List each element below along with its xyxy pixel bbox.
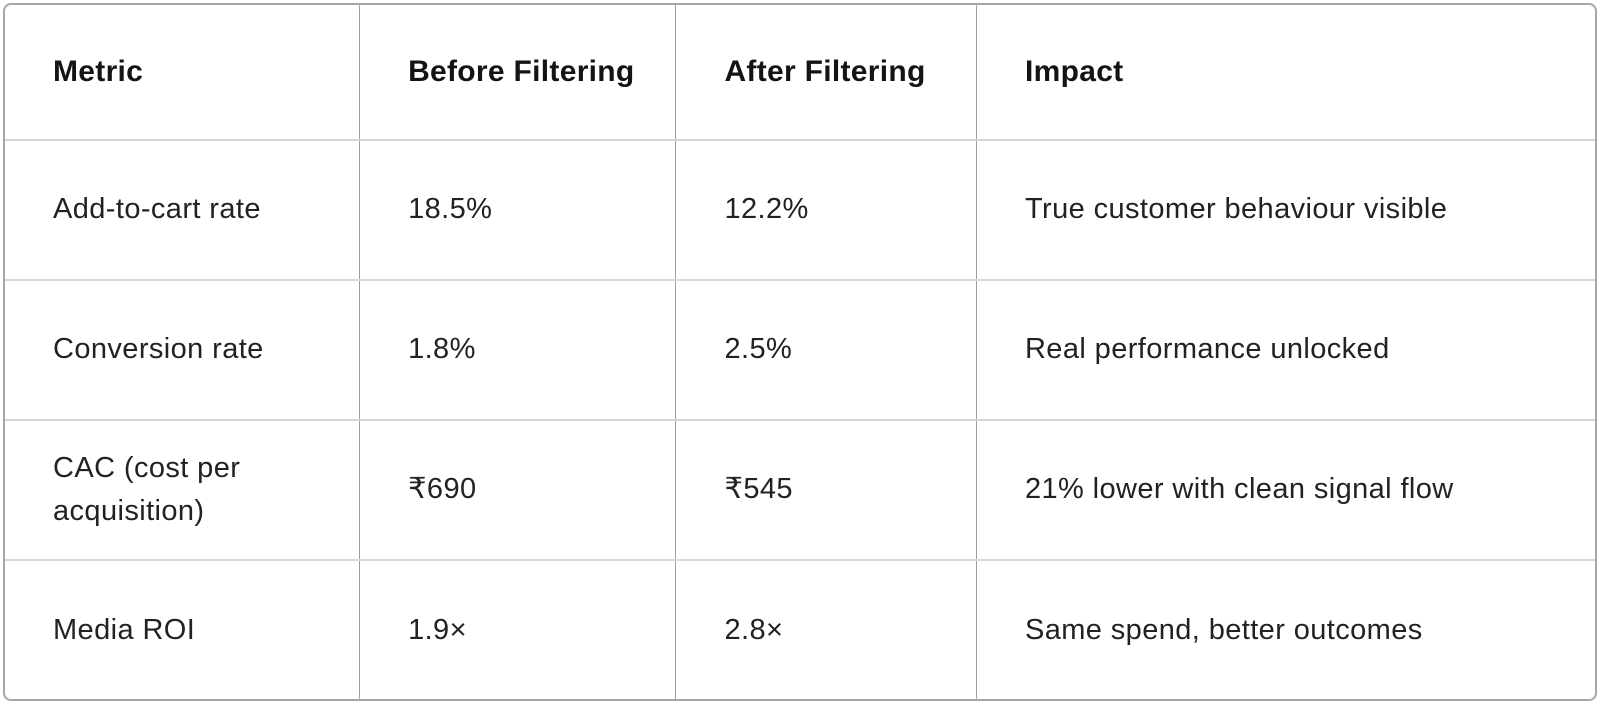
cell-impact: Same spend, better outcomes bbox=[976, 560, 1595, 699]
cell-metric: Add-to-cart rate bbox=[5, 140, 361, 280]
header-cell-metric: Metric bbox=[5, 5, 361, 140]
cell-before-value: ₹690 bbox=[359, 420, 677, 560]
table-row-media-roi: Media ROI 1.9× 2.8× Same spend, better o… bbox=[5, 560, 1595, 699]
cell-after-value: ₹545 bbox=[675, 420, 977, 560]
cell-impact: 21% lower with clean signal flow bbox=[976, 420, 1595, 560]
cell-after-value: 12.2% bbox=[675, 140, 977, 280]
cell-metric: CAC (cost per acquisition) bbox=[5, 420, 361, 560]
table-row-cac: CAC (cost per acquisition) ₹690 ₹545 21%… bbox=[5, 420, 1595, 560]
table-header-row: Metric Before Filtering After Filtering … bbox=[5, 5, 1595, 140]
header-cell-impact: Impact bbox=[976, 5, 1595, 140]
table-row-conversion-rate: Conversion rate 1.8% 2.5% Real performan… bbox=[5, 280, 1595, 420]
metrics-table: Metric Before Filtering After Filtering … bbox=[5, 5, 1595, 699]
metrics-comparison-table: Metric Before Filtering After Filtering … bbox=[3, 3, 1597, 701]
header-cell-before-filtering: Before Filtering bbox=[359, 5, 677, 140]
table-row-add-to-cart-rate: Add-to-cart rate 18.5% 12.2% True custom… bbox=[5, 140, 1595, 280]
header-cell-after-filtering: After Filtering bbox=[675, 5, 977, 140]
cell-metric: Media ROI bbox=[5, 560, 361, 699]
cell-after-value: 2.5% bbox=[675, 280, 977, 420]
cell-impact: Real performance unlocked bbox=[976, 280, 1595, 420]
cell-before-value: 18.5% bbox=[359, 140, 677, 280]
cell-impact: True customer behaviour visible bbox=[976, 140, 1595, 280]
cell-before-value: 1.9× bbox=[359, 560, 677, 699]
cell-metric: Conversion rate bbox=[5, 280, 361, 420]
cell-after-value: 2.8× bbox=[675, 560, 977, 699]
cell-before-value: 1.8% bbox=[359, 280, 677, 420]
